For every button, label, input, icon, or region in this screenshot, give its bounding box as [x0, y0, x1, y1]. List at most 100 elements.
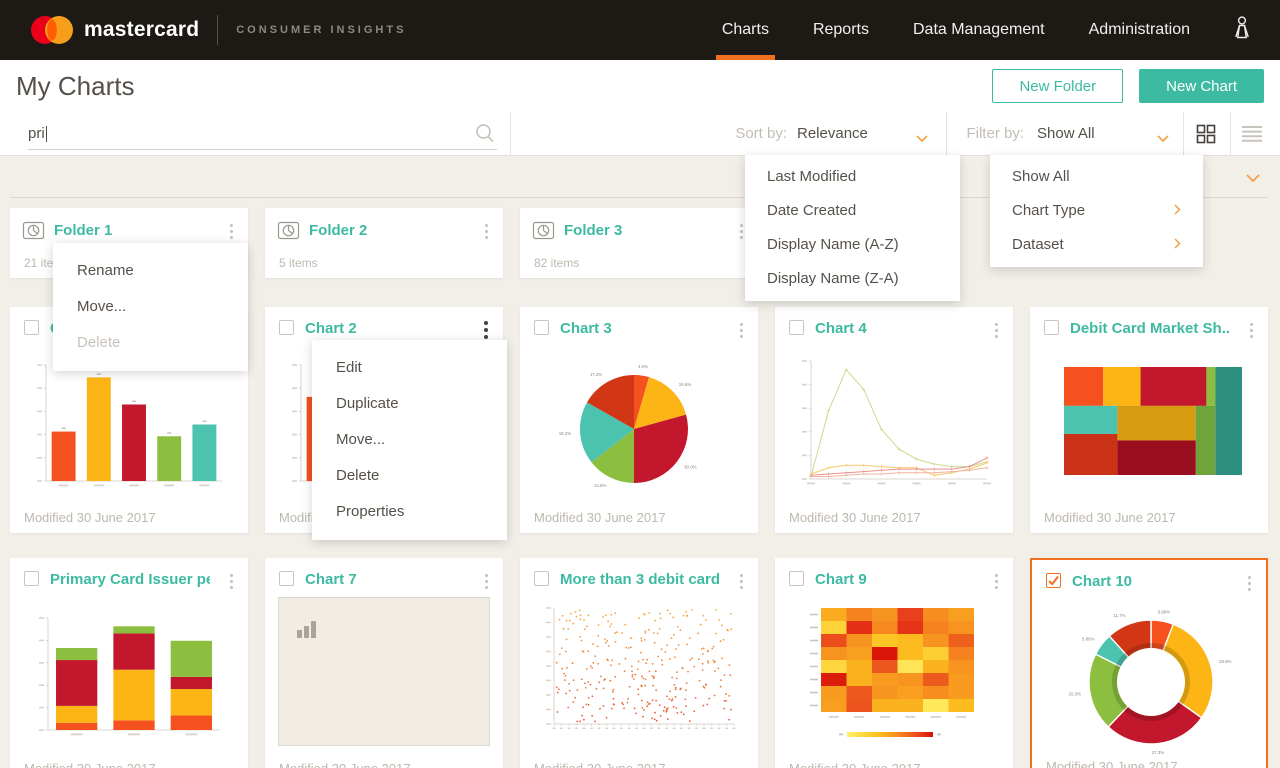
folder-name: Folder 1: [54, 222, 113, 239]
card-kebab-menu-button[interactable]: [222, 569, 240, 593]
filter-dropdown[interactable]: Show All: [1037, 125, 1095, 142]
card-modified-date: Modified 30 June 2017: [789, 510, 921, 525]
mastercard-circles-icon: [31, 16, 73, 44]
chart-card-chart-4[interactable]: Chart 4 Modified 30 June 2017: [775, 307, 1013, 533]
header-buttons: New Folder New Chart: [992, 69, 1264, 103]
card-kebab-menu-button[interactable]: [477, 318, 495, 342]
folder-menu-item-rename[interactable]: Rename: [77, 262, 134, 279]
folder-kebab-menu-button[interactable]: [222, 219, 240, 243]
chart-menu-item-move[interactable]: Move...: [336, 431, 386, 448]
grid-view-button[interactable]: [1194, 122, 1218, 146]
chart-card-chart-10[interactable]: Chart 10 5.86% 28.9% 27.3% 20.3% 5.86% 11.7% Mo…: [1030, 558, 1268, 768]
card-kebab-menu-button[interactable]: [987, 318, 1005, 342]
card-checkbox[interactable]: [789, 320, 804, 335]
card-title: Debit Card Market Sh...: [1070, 320, 1230, 337]
card-title: Chart 10: [1072, 573, 1133, 590]
filter-option-dataset[interactable]: Dataset: [990, 228, 1203, 262]
sort-option-label: Date Created: [767, 202, 857, 219]
nav-item-data-management[interactable]: Data Management: [891, 0, 1067, 60]
sort-option-display-name-z-a[interactable]: Display Name (Z-A): [745, 262, 960, 296]
card-checkbox[interactable]: [279, 320, 294, 335]
card-checkbox[interactable]: [1046, 573, 1061, 588]
user-icon: [1235, 15, 1249, 38]
card-kebab-menu-button[interactable]: [987, 569, 1005, 593]
chart-thumbnail-heatmap: [810, 608, 974, 737]
card-checkbox[interactable]: [534, 571, 549, 586]
toolbar: pri Sort by: Relevance Filter by: Show A…: [0, 112, 1280, 156]
svg-text:14.8%: 14.8%: [594, 483, 607, 488]
filter-option-chart-type[interactable]: Chart Type: [990, 194, 1203, 228]
card-checkbox[interactable]: [789, 571, 804, 586]
collapse-section-button[interactable]: [1246, 170, 1260, 188]
folder-kebab-menu-button[interactable]: [732, 219, 750, 243]
sort-option-display-name-a-z[interactable]: Display Name (A-Z): [745, 228, 960, 262]
sort-option-label: Last Modified: [767, 168, 857, 185]
folder-card-folder-3[interactable]: Folder 3 82 items: [520, 208, 758, 278]
chart-menu-item-delete[interactable]: Delete: [336, 467, 380, 484]
chart-thumbnail-pie: 4.6% 16.6% 30.0% 14.8% 19.2% 17.2%: [559, 364, 697, 488]
chart-menu-item-duplicate[interactable]: Duplicate: [336, 395, 399, 412]
submenu-chevron-right-icon: [1174, 194, 1181, 228]
chart-card-more-than-3-debit-cards[interactable]: More than 3 debit cards Modified 30 June …: [520, 558, 758, 768]
brand-divider: [217, 15, 219, 45]
card-modified-date: Modified 30 June 2017: [24, 761, 156, 768]
top-nav: mastercard CONSUMER INSIGHTS Charts Repor…: [0, 0, 1280, 60]
sort-option-last-modified[interactable]: Last Modified: [745, 160, 960, 194]
sort-dropdown-menu: Last Modified Date Created Display Name (A…: [745, 155, 960, 301]
folders-section-band: [10, 155, 1268, 198]
toolbar-divider: [510, 112, 511, 155]
folder-menu-item-move[interactable]: Move...: [77, 298, 127, 315]
sort-by-label: Sort by:: [735, 125, 787, 142]
sort-option-label: Display Name (Z-A): [767, 270, 899, 287]
card-kebab-menu-button[interactable]: [732, 569, 750, 593]
folder-item-count: 82 items: [534, 256, 580, 270]
sort-chevron-down-icon[interactable]: [916, 130, 928, 148]
chart-card-primary-card-issuer-per[interactable]: Primary Card Issuer per... Modified 30 Ju…: [10, 558, 248, 768]
chart-card-chart-7[interactable]: Chart 7 Modified 30 June 2017: [265, 558, 503, 768]
card-kebab-menu-button[interactable]: [1240, 571, 1258, 595]
chart-menu-item-properties[interactable]: Properties: [336, 503, 405, 520]
chart-menu-item-edit[interactable]: Edit: [336, 359, 362, 376]
card-checkbox[interactable]: [279, 571, 294, 586]
sort-option-date-created[interactable]: Date Created: [745, 194, 960, 228]
chart-card-chart-3[interactable]: Chart 3 4.6% 16.6% 30.0% 14.8% 19.2% 17.2% Modi…: [520, 307, 758, 533]
card-kebab-menu-button[interactable]: [477, 569, 495, 593]
mastercard-logo[interactable]: mastercard: [28, 15, 199, 45]
card-kebab-menu-button[interactable]: [1242, 318, 1260, 342]
new-chart-button[interactable]: New Chart: [1139, 69, 1264, 103]
chart-card-debit-card-market-sh[interactable]: Debit Card Market Sh... Modified 30 June …: [1030, 307, 1268, 533]
filter-option-show-all[interactable]: Show All: [990, 160, 1203, 194]
folder-kebab-menu-button[interactable]: [477, 219, 495, 243]
filter-option-label: Chart Type: [1012, 202, 1086, 219]
list-view-icon: [1242, 126, 1262, 142]
svg-text:28.9%: 28.9%: [1219, 659, 1232, 664]
nav-item-charts[interactable]: Charts: [700, 0, 791, 60]
folder-chart-icon: [22, 220, 48, 247]
toolbar-divider: [946, 112, 947, 155]
card-checkbox[interactable]: [24, 571, 39, 586]
active-tab-underline: [715, 55, 775, 60]
chart-grid-row-2: Primary Card Issuer per... Modified 30 Ju…: [10, 558, 1268, 768]
user-menu-button[interactable]: [1230, 15, 1254, 46]
folder-card-folder-2[interactable]: Folder 2 5 items: [265, 208, 503, 278]
chart-card-chart-9[interactable]: Chart 9 Modified 30 June 2017: [775, 558, 1013, 768]
search-input[interactable]: pri: [28, 118, 497, 150]
toolbar-divider: [1230, 112, 1231, 155]
filter-option-label: Show All: [1012, 168, 1070, 185]
card-checkbox[interactable]: [1044, 320, 1059, 335]
card-checkbox[interactable]: [534, 320, 549, 335]
nav-items: Charts Reports Data Management Administrati…: [700, 0, 1212, 60]
new-folder-button[interactable]: New Folder: [992, 69, 1124, 103]
card-kebab-menu-button[interactable]: [732, 318, 750, 342]
nav-item-label: Data Management: [912, 21, 1045, 38]
sort-dropdown[interactable]: Relevance: [797, 125, 868, 142]
folder-item-count: 5 items: [279, 256, 318, 270]
list-view-button[interactable]: [1240, 122, 1264, 146]
folder-context-menu: Rename Move... Delete: [53, 243, 248, 371]
chevron-down-icon: [1246, 174, 1260, 183]
nav-item-administration[interactable]: Administration: [1067, 0, 1212, 60]
card-checkbox[interactable]: [24, 320, 39, 335]
nav-item-reports[interactable]: Reports: [791, 0, 891, 60]
filter-chevron-down-icon[interactable]: [1157, 130, 1169, 148]
submenu-chevron-right-icon: [1174, 228, 1181, 262]
